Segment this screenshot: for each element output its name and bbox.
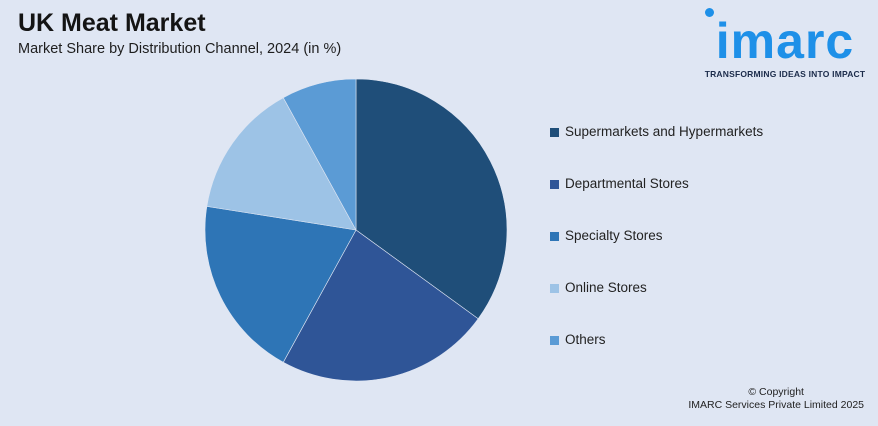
legend-item: Online Stores <box>550 280 763 332</box>
logo-dot-icon <box>705 8 714 17</box>
legend-swatch <box>550 335 559 345</box>
legend-item: Supermarkets and Hypermarkets <box>550 124 763 176</box>
legend-label: Online Stores <box>565 280 647 295</box>
copyright-line: © Copyright <box>748 386 804 398</box>
pie-slice-others <box>282 78 357 231</box>
pie-slice-supermarkets-and-hypermarkets <box>355 78 508 320</box>
copyright-notice: © Copyright IMARC Services Private Limit… <box>688 386 864 412</box>
legend-item: Specialty Stores <box>550 228 763 280</box>
legend-swatch <box>550 283 559 293</box>
logo-tagline: TRANSFORMING IDEAS INTO IMPACT <box>704 69 866 79</box>
legend-label: Departmental Stores <box>565 176 689 191</box>
pie-slice-specialty-stores <box>204 206 357 363</box>
legend-label: Others <box>565 332 606 347</box>
chart-subtitle: Market Share by Distribution Channel, 20… <box>18 41 342 57</box>
pie-slice-departmental-stores <box>282 229 479 382</box>
imarc-logo: imarc TRANSFORMING IDEAS INTO IMPACT <box>700 8 870 80</box>
legend-swatch <box>550 127 559 137</box>
legend-item: Departmental Stores <box>550 176 763 228</box>
legend-label: Specialty Stores <box>565 228 663 243</box>
chart-legend: Supermarkets and Hypermarkets Departmenta… <box>550 124 763 384</box>
legend-swatch <box>550 231 559 241</box>
legend-item: Others <box>550 332 763 384</box>
chart-title: UK Meat Market <box>18 9 206 37</box>
logo-wordmark: imarc <box>715 13 855 69</box>
legend-label: Supermarkets and Hypermarkets <box>565 124 764 139</box>
legend-swatch <box>550 179 559 189</box>
pie-slice-online-stores <box>206 97 357 231</box>
copyright-owner: IMARC Services Private Limited 2025 <box>688 399 864 411</box>
